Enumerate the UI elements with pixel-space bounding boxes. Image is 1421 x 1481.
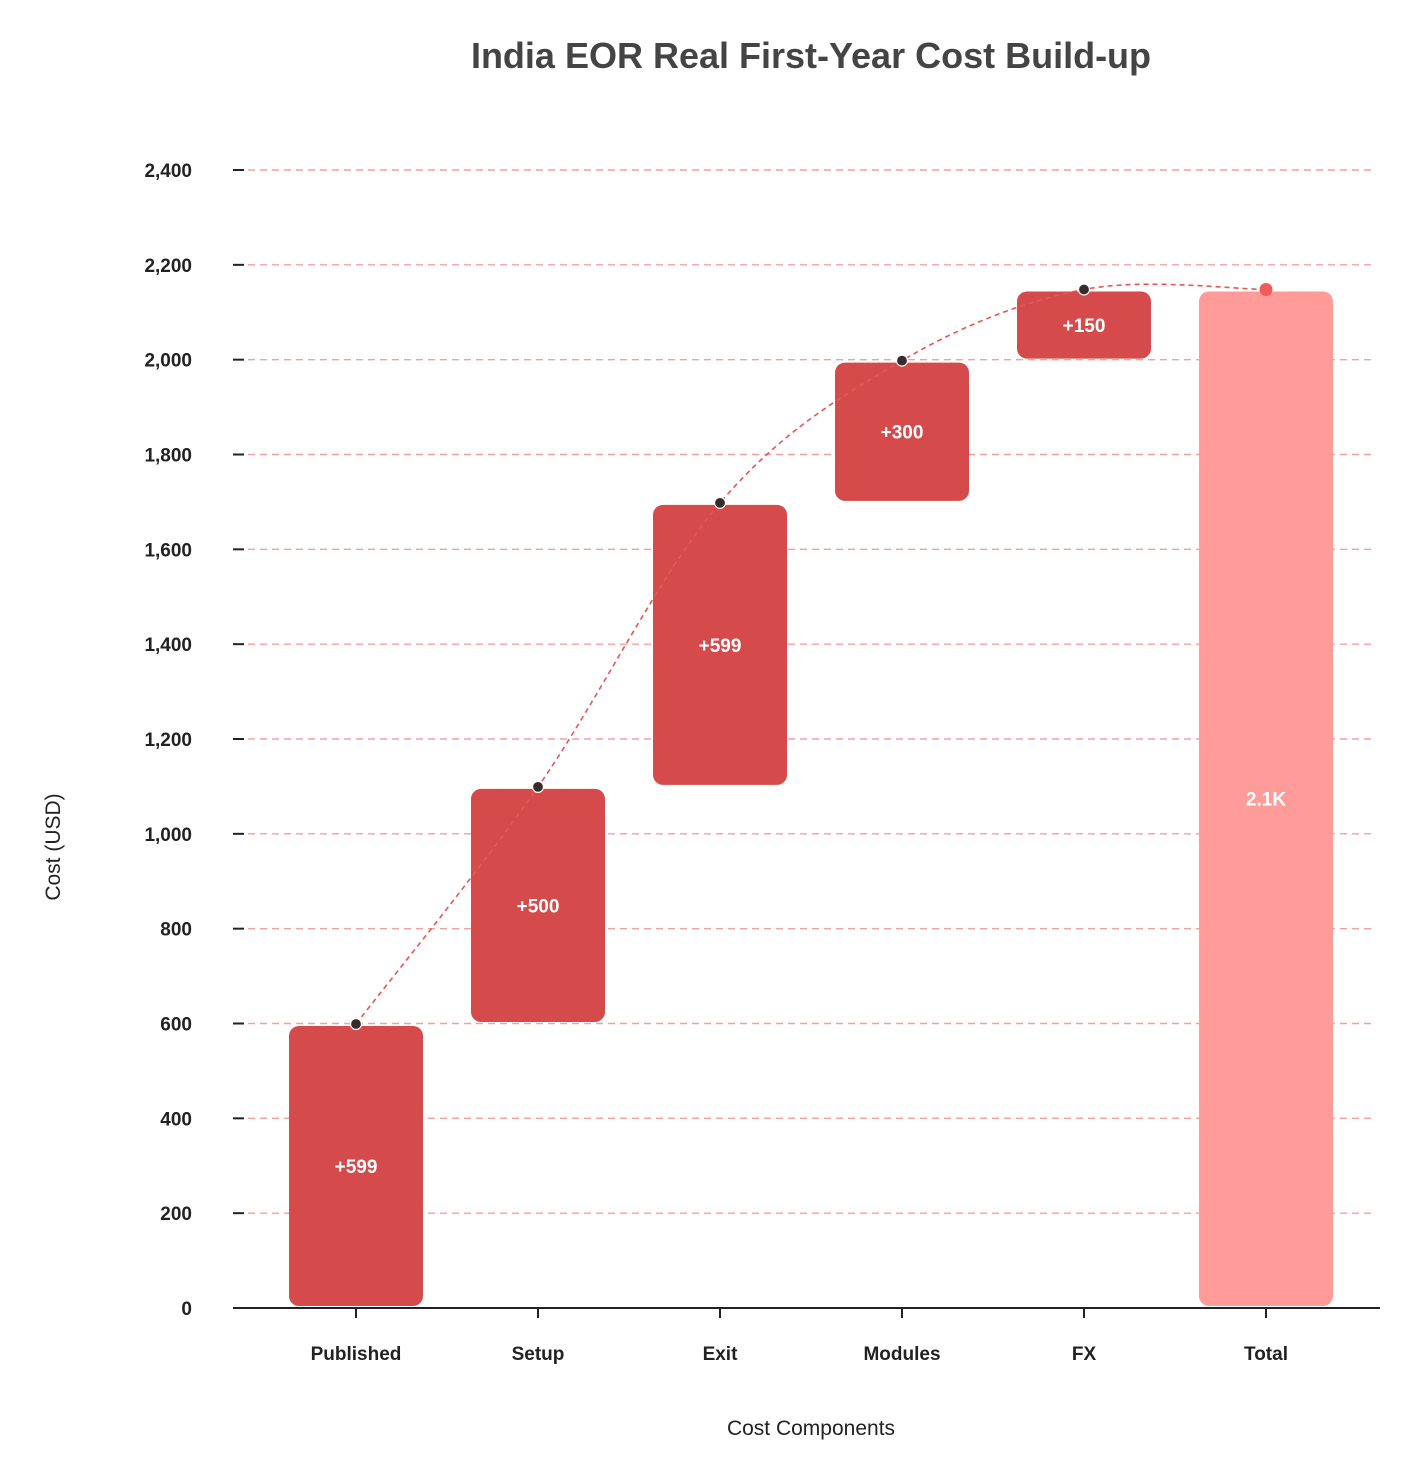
y-tick-label: 1,600 (144, 540, 192, 561)
bar-published (289, 1025, 423, 1306)
x-tick-label: Exit (703, 1344, 739, 1365)
bar-value-label: +500 (517, 896, 560, 917)
bar-exit (653, 504, 787, 785)
y-tick-label: 400 (160, 1109, 192, 1130)
y-tick-label: 200 (160, 1204, 192, 1225)
cumulative-point (713, 496, 727, 509)
bar-fx (1017, 291, 1151, 359)
x-tick-label: Published (311, 1344, 402, 1365)
connector-line (349, 282, 1273, 1031)
y-tick-label: 800 (160, 920, 192, 941)
y-tick-label: 1,400 (144, 635, 192, 656)
chart-title: India EOR Real First-Year Cost Build-up (471, 35, 1151, 76)
y-tick-label: 600 (160, 1015, 192, 1036)
x-tick-label: Setup (512, 1344, 565, 1365)
x-tick-label: Modules (863, 1344, 940, 1365)
bar-modules (835, 362, 969, 501)
bar-value-label: +599 (699, 636, 742, 657)
x-tick-label: Total (1244, 1344, 1288, 1365)
y-tick-label: 0 (181, 1299, 192, 1320)
y-axis-title: Cost (USD) (42, 793, 65, 900)
cumulative-point (895, 354, 909, 367)
cumulative-point (1259, 282, 1273, 296)
bar-value-label: +150 (1063, 316, 1106, 337)
bar-value-label: 2.1K (1246, 790, 1286, 811)
y-tick-label: 2,200 (144, 256, 192, 277)
bar-total (1199, 291, 1333, 1306)
y-tick-label: 1,200 (144, 730, 192, 751)
bar-setup (471, 788, 605, 1022)
bars: +599 +500 +599 +300 +150 2.1K (289, 291, 1333, 1306)
cumulative-point (349, 1017, 363, 1031)
y-tick-label: 2,400 (144, 161, 192, 182)
x-tick-label: FX (1072, 1344, 1097, 1365)
cumulative-point (1077, 283, 1091, 296)
y-tick-label: 1,000 (144, 825, 192, 846)
bar-value-label: +599 (335, 1157, 378, 1178)
y-tick-label: 2,000 (144, 351, 192, 372)
cumulative-point (531, 780, 545, 793)
y-axis: 0 200 400 600 800 1,000 1,200 1,400 1,600 1,800 2,… (144, 161, 244, 1320)
y-tick-label: 1,800 (144, 446, 192, 467)
x-axis-title: Cost Components (727, 1417, 895, 1440)
grid-lines (248, 169, 1376, 1214)
x-axis: Published Setup Exit Modules FX Total (233, 1307, 1380, 1365)
bar-value-label: +300 (881, 423, 924, 444)
